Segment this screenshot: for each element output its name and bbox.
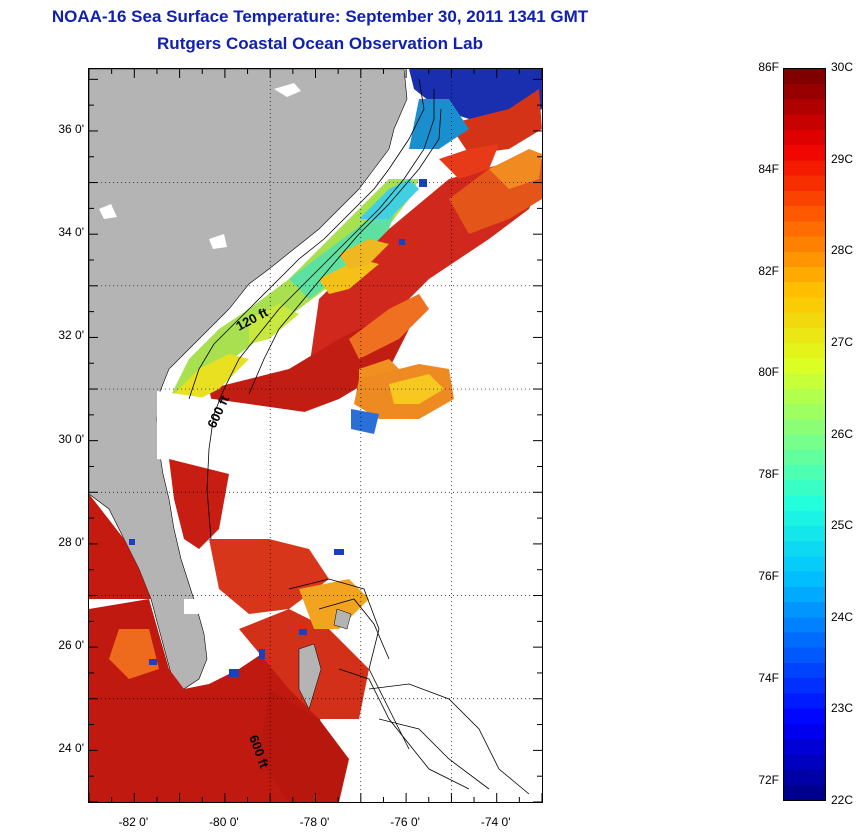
lat-tick-label: 28 0' <box>58 534 84 549</box>
sst-patch-mid <box>351 364 454 434</box>
lat-tick-label: 32 0' <box>58 328 84 343</box>
sst-warm-south <box>89 459 369 802</box>
lat-tick-label: 30 0' <box>58 431 84 446</box>
map-title: NOAA-16 Sea Surface Temperature: Septemb… <box>51 7 589 26</box>
bahamas-land <box>298 608 352 710</box>
lon-tick-label: -82 0' <box>118 815 149 829</box>
colorbar-celsius-label: 28C <box>831 243 854 258</box>
lat-tick-label: 26 0' <box>58 638 84 653</box>
colorbar-celsius-label: 27C <box>831 334 854 349</box>
colorbar-celsius-label: 24C <box>831 609 854 624</box>
sst-cold-specks <box>129 179 427 677</box>
colorbar-fahrenheit-label: 86F <box>758 60 779 74</box>
colorbar-celsius-label: 29C <box>831 151 854 166</box>
axis-ticks <box>89 69 542 802</box>
sst-nearshore-band <box>169 179 419 404</box>
colorbar-celsius-label: 26C <box>831 426 854 441</box>
colorbar-fahrenheit-label: 78F <box>758 467 779 482</box>
colorbar-fahrenheit-label: 84F <box>758 161 779 176</box>
land-mass <box>89 69 408 690</box>
sst-map: 120 ft 600 ft 600 ft <box>88 68 543 803</box>
lat-tick-label: 34 0' <box>58 225 84 240</box>
colorbar-fahrenheit-label: 72F <box>758 772 779 787</box>
colorbar-fahrenheit-label: 76F <box>758 569 779 584</box>
temperature-colorbar <box>783 68 826 801</box>
colorbar-celsius-label: 25C <box>831 518 854 533</box>
lon-tick-label: -76 0' <box>390 815 420 829</box>
colorbar-celsius-label: 23C <box>831 701 854 716</box>
colorbar-fahrenheit-label: 82F <box>758 263 779 278</box>
colorbar-fahrenheit-label: 80F <box>758 365 779 380</box>
colorbar-celsius-label: 30C <box>831 60 854 74</box>
map-subtitle: Rutgers Coastal Ocean Observation Lab <box>157 34 483 53</box>
colorbar-celsius-label: 22C <box>831 793 854 807</box>
lon-tick-label: -78 0' <box>299 815 330 829</box>
lat-tick-label: 36 0' <box>58 121 84 136</box>
bathymetry-contours <box>188 78 530 795</box>
no-data-swath-gap <box>157 391 329 539</box>
lat-tick-label: 24 0' <box>58 741 84 756</box>
colorbar-fahrenheit-label: 74F <box>758 670 779 685</box>
sst-warm-offshore <box>209 144 542 434</box>
lon-tick-label: -74 0' <box>480 815 511 829</box>
lon-tick-label: -80 0' <box>209 815 239 829</box>
sst-cold-north-patch <box>409 69 542 154</box>
